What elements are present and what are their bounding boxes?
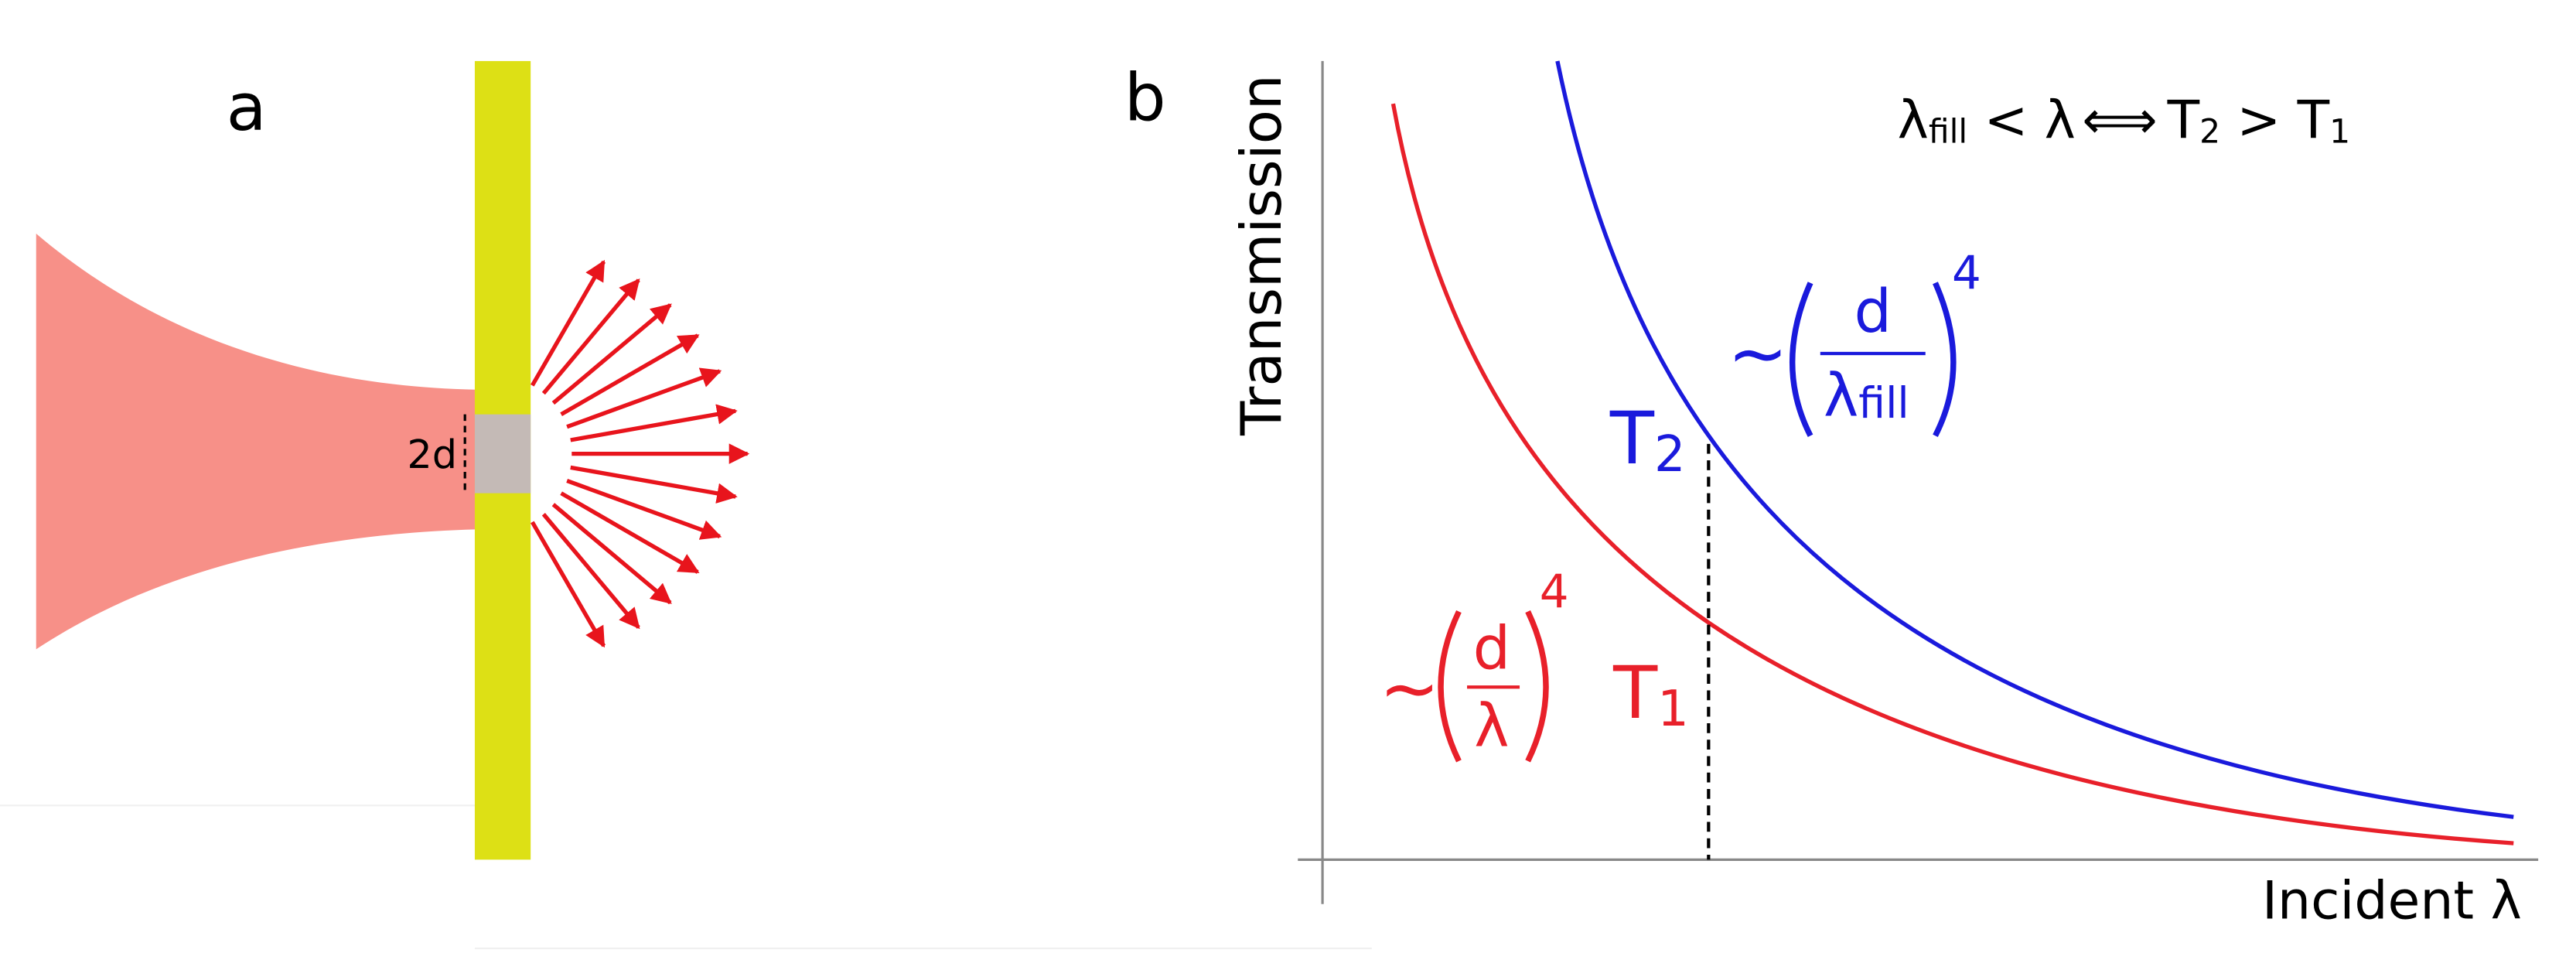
- scattered-arrow: [541, 278, 640, 395]
- paren: [1438, 610, 1462, 763]
- paren: [1525, 610, 1549, 763]
- scattered-arrow: [530, 521, 606, 648]
- curve-label: T2: [1609, 397, 1686, 483]
- relation-part: T: [2167, 90, 2200, 151]
- curve-filled: [1555, 60, 2514, 819]
- scattered-arrow: [551, 303, 672, 405]
- curve-label-part: 2: [1654, 425, 1686, 483]
- formula-denominator: λ: [1474, 692, 1509, 761]
- scattered-arrow: [566, 367, 722, 429]
- scattered-light: [530, 259, 750, 648]
- aperture: [474, 414, 531, 494]
- curve-empty: [1390, 103, 2514, 845]
- scattered-arrow: [570, 465, 738, 504]
- scattered-arrow: [570, 404, 738, 442]
- curve-label-part: 1: [1657, 681, 1689, 738]
- aperture-label: 2d: [407, 432, 457, 478]
- relation-part: λ: [2045, 90, 2076, 151]
- formula-numerator: d: [1854, 278, 1892, 347]
- scattered-arrow: [560, 333, 700, 416]
- relation-part: 2: [2199, 113, 2220, 151]
- relation-part: ⟺: [2082, 90, 2157, 151]
- paren: [1790, 282, 1813, 437]
- panel-label: b: [1124, 60, 1166, 136]
- curve-label-part: T: [1609, 397, 1655, 481]
- scattered-arrow: [566, 479, 722, 540]
- formula-numerator: d: [1473, 615, 1511, 684]
- curve-label-part: T: [1612, 652, 1658, 736]
- relation-part: T: [2297, 90, 2330, 151]
- formula-denominator: λfill: [1824, 362, 1909, 431]
- incident-beam: [36, 233, 477, 650]
- formula: ~ d λ 4: [1380, 565, 1569, 763]
- relation-part: <: [1984, 90, 2028, 151]
- scattered-arrow: [551, 503, 672, 605]
- formula-exponent: 4: [1540, 565, 1569, 619]
- scattered-arrow: [541, 513, 640, 630]
- paren: [1933, 282, 1957, 437]
- curve-label: T1: [1612, 652, 1689, 738]
- formula-tilde: ~: [1728, 312, 1788, 396]
- formula-part: fill: [1858, 379, 1909, 429]
- formula-part: λ: [1824, 362, 1858, 431]
- relation-part: >: [2237, 90, 2281, 151]
- y-axis-label: Transmission: [1230, 74, 1295, 436]
- formula: ~ d λfill 4: [1728, 247, 1981, 437]
- panel-label: a: [227, 70, 267, 146]
- relation: λfill < λ ⟺ T2 > T1: [1898, 90, 2351, 151]
- scattered-arrow: [530, 259, 606, 387]
- formula-tilde: ~: [1380, 647, 1440, 731]
- relation-part: λ: [1898, 90, 1929, 151]
- formula-exponent: 4: [1952, 247, 1981, 300]
- relation-part: fill: [1929, 113, 1967, 151]
- x-axis-label: Incident λ: [2262, 870, 2522, 931]
- scattered-arrow: [560, 491, 700, 574]
- relation-part: 1: [2329, 113, 2350, 151]
